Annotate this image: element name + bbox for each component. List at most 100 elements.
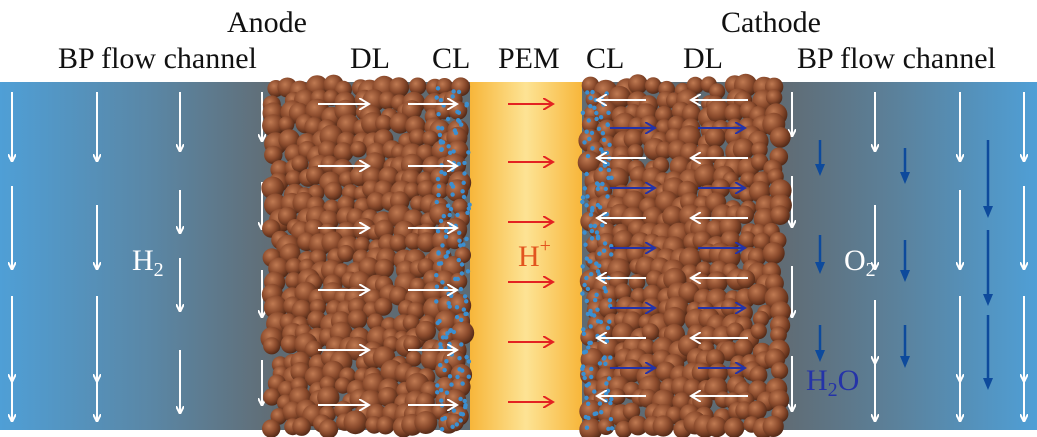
carbon-particle <box>278 116 295 133</box>
catalyst-dot <box>603 361 608 366</box>
catalyst-dot <box>456 89 462 95</box>
carbon-particle <box>724 417 745 437</box>
catalyst-dot <box>467 202 472 207</box>
carbon-particle <box>304 340 323 359</box>
catalyst-dot <box>436 125 441 130</box>
cathode-flow-channel <box>780 82 1037 430</box>
carbon-particle <box>622 402 641 420</box>
catalyst-dot <box>604 339 610 344</box>
catalyst-dot <box>458 396 463 402</box>
catalyst-dot <box>605 325 611 331</box>
carbon-particle <box>644 77 662 94</box>
catalyst-dot <box>606 167 612 173</box>
carbon-particle <box>598 297 619 318</box>
catalyst-dot <box>466 206 471 211</box>
catalyst-dot <box>590 146 595 151</box>
catalyst-dot <box>443 234 449 239</box>
carbon-particle <box>376 416 395 435</box>
catalyst-dot <box>456 161 462 167</box>
catalyst-dot <box>465 269 471 274</box>
catalyst-dot <box>436 261 442 266</box>
carbon-particle <box>414 411 438 434</box>
catalyst-dot <box>439 398 444 403</box>
carbon-particle <box>435 78 454 96</box>
catalyst-dot <box>436 184 442 189</box>
carbon-particle <box>262 419 281 437</box>
catalyst-dot <box>580 291 585 296</box>
carbon-particle <box>350 141 367 158</box>
catalyst-dot <box>439 126 445 131</box>
catalyst-dot <box>446 345 452 350</box>
carbon-particle <box>318 419 339 437</box>
carbon-particle <box>388 77 410 98</box>
carbon-particle <box>317 386 340 409</box>
catalyst-dot <box>434 273 439 278</box>
catalyst-dot <box>582 230 587 235</box>
catalyst-dot <box>438 342 443 347</box>
catalyst-dot <box>457 356 462 361</box>
catalyst-dot <box>455 374 460 380</box>
pem-label: PEM <box>498 42 560 75</box>
catalyst-dot <box>609 426 615 431</box>
carbon-particle <box>704 126 726 148</box>
catalyst-dot <box>439 147 444 152</box>
catalyst-dot <box>580 195 586 200</box>
carbon-particle <box>706 416 728 437</box>
catalyst-dot <box>435 176 441 182</box>
catalyst-dot <box>446 203 451 208</box>
oxygen-label: O2 <box>844 244 876 281</box>
catalyst-dot <box>445 116 451 122</box>
hydrogen-label: H2 <box>132 244 164 281</box>
catalyst-dot <box>444 359 449 364</box>
carbon-particle <box>333 142 354 163</box>
carbon-particle <box>597 418 615 436</box>
catalyst-dot <box>600 131 606 136</box>
catalyst-dot <box>608 417 614 422</box>
carbon-particle <box>768 389 790 410</box>
carbon-particle <box>627 144 644 161</box>
catalyst-dot <box>461 307 466 312</box>
carbon-particle <box>596 119 618 142</box>
catalyst-dot <box>459 262 465 267</box>
catalyst-dot <box>440 243 445 248</box>
catalyst-dot <box>448 222 454 228</box>
carbon-particle <box>451 198 469 216</box>
carbon-particle <box>389 112 411 134</box>
catalyst-dot <box>597 401 603 406</box>
catalyst-dot <box>600 150 606 155</box>
catalyst-dot <box>589 312 594 317</box>
catalyst-dot <box>603 398 609 403</box>
catalyst-dot <box>445 250 451 255</box>
catalyst-dot <box>589 236 595 241</box>
catalyst-dot <box>459 122 464 127</box>
catalyst-dot <box>604 91 609 96</box>
catalyst-dot <box>450 424 455 429</box>
catalyst-dot <box>594 261 599 266</box>
carbon-particle <box>705 349 725 368</box>
catalyst-dot <box>462 160 467 166</box>
catalyst-dot <box>601 102 606 107</box>
catalyst-dot <box>594 110 599 116</box>
catalyst-dot <box>441 213 446 219</box>
carbon-particle <box>732 138 755 161</box>
catalyst-dot <box>465 210 470 215</box>
catalyst-dot <box>586 345 591 350</box>
anode-flow-channel <box>0 82 272 430</box>
carbon-particle <box>263 337 281 355</box>
carbon-particle <box>422 130 439 147</box>
catalyst-dot <box>601 356 606 361</box>
catalyst-dot <box>462 294 468 299</box>
catalyst-dot <box>606 426 611 431</box>
carbon-particle <box>417 179 436 199</box>
catalyst-dot <box>464 236 469 242</box>
anode-cl-label: CL <box>432 42 471 75</box>
catalyst-dot <box>439 427 445 432</box>
carbon-particle <box>752 310 770 327</box>
carbon-particle <box>389 233 408 252</box>
catalyst-dot <box>446 301 451 306</box>
catalyst-dot <box>599 410 604 415</box>
catalyst-dot <box>602 285 607 291</box>
catalyst-dot <box>449 382 454 387</box>
carbon-particle <box>724 103 744 123</box>
transport-arrows <box>318 100 748 405</box>
